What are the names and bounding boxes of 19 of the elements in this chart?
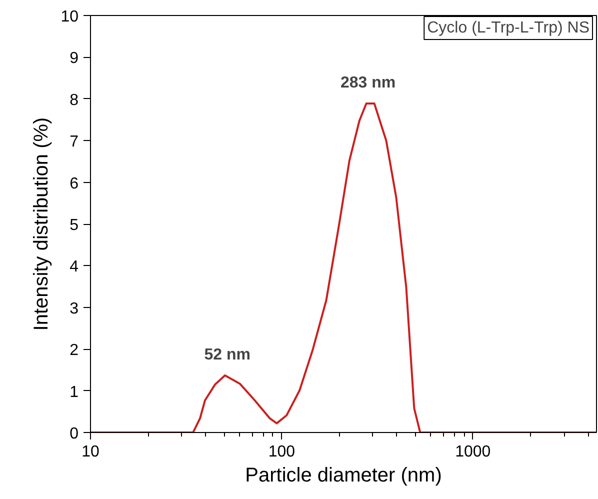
y-tick-label: 7: [70, 134, 79, 151]
x-tick-label: 1000: [455, 444, 491, 460]
y-tick-label: 6: [70, 175, 79, 192]
y-tick-label: 3: [70, 300, 79, 318]
y-tick-label: 10: [60, 8, 79, 26]
y-tick-label: 9: [70, 50, 79, 68]
y-tick-label: 1: [70, 384, 79, 401]
y-tick-label: 5: [70, 217, 79, 234]
y-tick-label: 0: [70, 426, 79, 442]
y-tick-label: 2: [70, 342, 79, 360]
x-tick-label: 10: [82, 444, 100, 460]
y-axis-title: Intensity distribution (%): [30, 117, 53, 331]
annotation: 52 nm: [204, 346, 251, 364]
annotation: 283 nm: [340, 74, 396, 92]
y-tick-label: 4: [70, 258, 79, 276]
annotation: Cyclo (L-Trp-L-Trp) NS: [427, 20, 590, 36]
y-tick-label: 8: [70, 92, 79, 109]
x-axis-title: Particle diameter (nm): [245, 464, 442, 486]
x-tick-label: 100: [268, 444, 296, 460]
